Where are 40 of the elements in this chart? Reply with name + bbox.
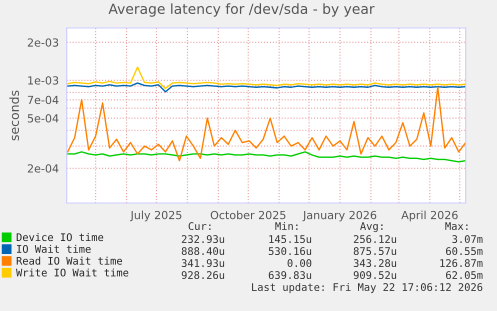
text: Min: <box>275 222 298 230</box>
y-tick-label: 5e-04 <box>28 114 58 123</box>
line-series <box>67 151 466 163</box>
text: Cur: <box>188 222 210 230</box>
text: Max: <box>445 222 468 230</box>
x-tick-label: July 2025 <box>130 210 182 222</box>
text: Last update: Fri May 22 17:06:12 2026 <box>252 282 482 294</box>
line-series <box>67 86 466 162</box>
text: 928.26u <box>182 271 224 280</box>
text: 60.55m <box>446 247 483 256</box>
y-tick-label: 1e-03 <box>28 76 58 85</box>
text: 126.87m <box>440 259 483 268</box>
legend-label: Read IO Wait time <box>16 256 122 265</box>
text: 530.16u <box>268 247 312 256</box>
chart-title: Average latency for /dev/sda - by year <box>108 3 375 17</box>
text: Avg: <box>360 222 382 232</box>
text: 145.15u <box>269 235 312 244</box>
x-tick-label: April 2026 <box>401 210 458 222</box>
line-series <box>67 82 466 92</box>
text: 341.93u <box>182 259 224 268</box>
y-tick-label: 2e-04 <box>28 164 58 173</box>
text: 62.05m <box>446 271 483 280</box>
y-tick-label: 7e-04 <box>28 96 58 104</box>
y-axis-title: seconds <box>9 90 20 140</box>
text: 909.52u <box>354 271 396 280</box>
legend-label: Device IO time <box>16 233 104 242</box>
text: 256.12u <box>354 235 396 244</box>
text: 232.93u <box>182 235 224 244</box>
y-tick-label: 2e-03 <box>28 38 58 47</box>
text: 875.57u <box>354 247 396 256</box>
line-series <box>67 66 466 90</box>
text: 639.83u <box>268 271 312 280</box>
text: 343.28u <box>354 259 396 268</box>
text: 888.40u <box>182 247 224 256</box>
text: 3.07m <box>452 235 483 244</box>
x-tick-label: January 2026 <box>302 210 376 222</box>
legend-label: IO Wait time <box>17 244 91 253</box>
x-tick-label: October 2025 <box>210 210 286 220</box>
text: 0.00 <box>288 259 312 268</box>
legend-label: Write IO Wait time <box>16 268 128 277</box>
